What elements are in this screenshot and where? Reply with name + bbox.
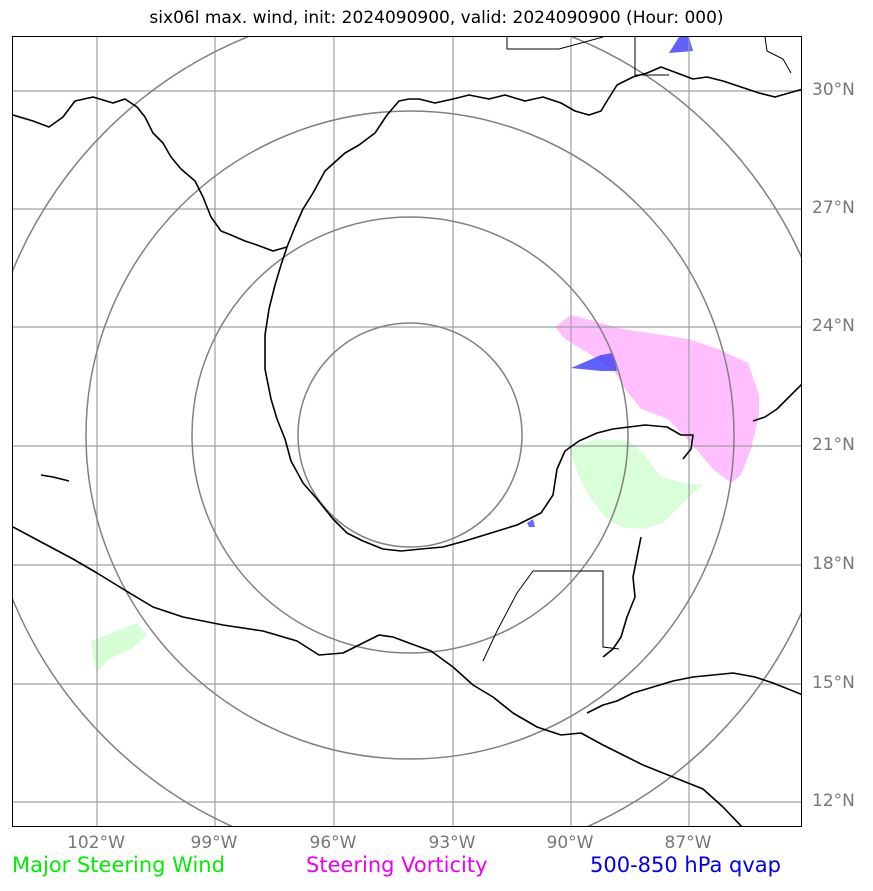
legend-steering-vorticity: Steering Vorticity — [306, 853, 488, 877]
lat-label-12n: 12°N — [812, 791, 855, 811]
lat-label-30n: 30°N — [812, 80, 855, 100]
baja-tip — [40, 474, 70, 482]
steering-wind-area-yucatan — [569, 439, 703, 529]
graticule — [13, 37, 801, 826]
lat-label-27n: 27°N — [812, 198, 855, 218]
us-gulf-coast-west — [13, 96, 288, 252]
lon-label-90w: 90°W — [546, 833, 594, 853]
central-america-caribbean — [586, 672, 801, 714]
legend-steering-wind: Major Steering Wind — [12, 853, 225, 877]
range-rings — [13, 37, 801, 826]
belize-coast — [602, 536, 642, 658]
lat-label-24n: 24°N — [812, 316, 855, 336]
steering-wind-area-pacific — [91, 623, 147, 673]
lon-label-93w: 93°W — [428, 833, 476, 853]
qvap-area-gulf — [571, 353, 617, 371]
cuba-west — [752, 383, 801, 422]
map-canvas — [13, 37, 801, 826]
lat-label-15n: 15°N — [812, 673, 855, 693]
map-panel[interactable] — [12, 36, 802, 827]
qvap-area-coast — [527, 519, 535, 527]
central-america-coast — [560, 732, 743, 826]
lon-label-96w: 96°W — [309, 833, 357, 853]
lat-label-18n: 18°N — [812, 554, 855, 574]
us-gulf-coast-east — [286, 66, 801, 248]
qvap-area-north — [669, 37, 693, 53]
borders — [482, 37, 792, 662]
legend-qvap: 500-850 hPa qvap — [590, 853, 781, 877]
coastlines — [13, 66, 801, 826]
lon-label-99w: 99°W — [190, 833, 238, 853]
lat-label-21n: 21°N — [812, 435, 855, 455]
mexico-pacific-coast — [13, 526, 562, 736]
map-title: six06l max. wind, init: 2024090900, vali… — [149, 8, 724, 28]
mexico-guatemala-border — [482, 570, 620, 662]
lon-label-87w: 87°W — [664, 833, 712, 853]
lon-label-102w: 102°W — [67, 833, 125, 853]
texas-coast — [264, 246, 694, 552]
